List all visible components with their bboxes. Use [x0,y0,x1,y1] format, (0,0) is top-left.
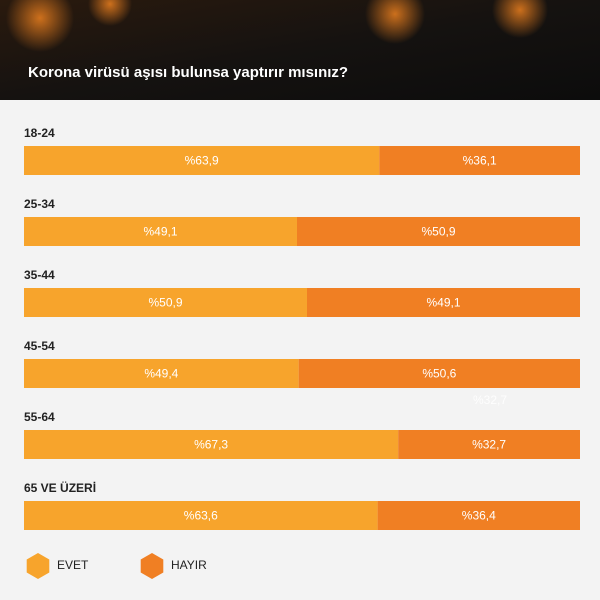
legend-swatch [140,553,164,579]
bar-segment [24,288,308,317]
bar-segment [377,501,580,530]
bar-segment [24,217,297,246]
bar-segment [296,217,580,246]
bar-segment [24,359,299,388]
annotation: %32,7 [473,393,507,407]
legend-label: EVET [57,558,89,572]
value-label: %49,1 [143,225,177,239]
category-label: 25-34 [24,197,55,211]
header-decoration [6,0,74,52]
header-decoration [365,0,425,44]
category-label: 65 VE ÜZERİ [24,480,96,495]
value-label: %49,1 [426,296,460,310]
category-label: 35-44 [24,268,55,282]
value-label: %49,4 [144,367,178,381]
bar-segment [24,430,399,459]
bar-segment [298,359,580,388]
bar-segment [307,288,580,317]
category-label: 55-64 [24,410,55,424]
header-decoration [492,0,548,38]
legend-label: HAYIR [171,558,207,572]
value-label: %67,3 [194,438,228,452]
value-label: %50,9 [421,225,455,239]
bar-segment [379,146,580,175]
legend-swatch [26,553,50,579]
bar-segment [398,430,580,459]
bar-segment [24,501,378,530]
chart-title: Korona virüsü aşısı bulunsa yaptırır mıs… [28,64,348,81]
value-label: %36,4 [462,509,496,523]
category-label: 18-24 [24,126,55,140]
value-label: %50,6 [422,367,456,381]
value-label: %50,9 [148,296,182,310]
header-decoration [88,0,132,26]
value-label: %63,9 [185,154,219,168]
category-label: 45-54 [24,339,55,353]
value-label: %32,7 [472,438,506,452]
value-label: %63,6 [184,509,218,523]
bar-segment [24,146,380,175]
value-label: %36,1 [463,154,497,168]
